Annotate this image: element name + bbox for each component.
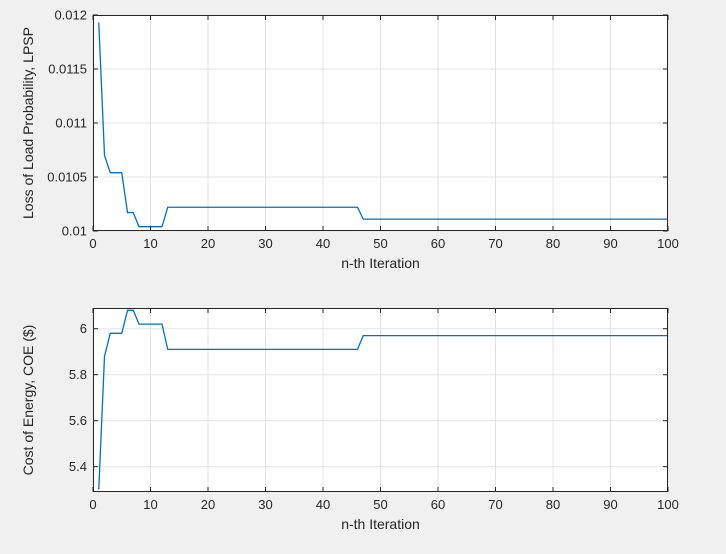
coe-x-tick-label: 60 <box>431 497 445 512</box>
lpsp-x-tick-label: 100 <box>657 236 679 251</box>
coe-x-tick-label: 100 <box>657 497 679 512</box>
lpsp-y-axis-label: Loss of Load Probability, LPSP <box>20 27 36 219</box>
coe-series-line <box>98 309 668 490</box>
coe-y-tick-label: 5.6 <box>69 413 87 428</box>
coe-x-tick-label: 10 <box>143 497 157 512</box>
coe-x-tick-label: 90 <box>603 497 617 512</box>
lpsp-x-tick-label: 40 <box>316 236 330 251</box>
lpsp-x-tick-label: 70 <box>488 236 502 251</box>
lpsp-x-tick-label: 90 <box>603 236 617 251</box>
coe-plot: 0 10 20 30 40 50 60 70 80 90 100 5.4 5.6 5.8 6 n-th Ite… <box>20 308 679 532</box>
coe-x-tick-label: 80 <box>546 497 560 512</box>
coe-y-tick-label: 6 <box>80 321 87 336</box>
lpsp-y-tick-label: 0.0105 <box>47 170 87 185</box>
lpsp-x-tick-label: 50 <box>373 236 387 251</box>
coe-x-tick-label: 40 <box>316 497 330 512</box>
lpsp-series-line <box>98 22 668 228</box>
lpsp-x-tick-label: 10 <box>143 236 157 251</box>
lpsp-y-tick-label: 0.011 <box>55 116 87 131</box>
lpsp-x-tick-label: 80 <box>546 236 560 251</box>
coe-y-axis-label: Cost of Energy, COE ($) <box>20 325 36 476</box>
coe-x-tick-label: 50 <box>373 497 387 512</box>
lpsp-y-tick-label: 0.012 <box>54 8 87 23</box>
lpsp-y-tick-label: 0.01 <box>62 224 87 239</box>
lpsp-x-tick-label: 0 <box>89 236 96 251</box>
coe-y-tick-label: 5.4 <box>69 459 87 474</box>
lpsp-y-tick-label: 0.0115 <box>48 62 87 77</box>
lpsp-x-tick-label: 60 <box>431 236 445 251</box>
coe-x-tick-label: 70 <box>488 497 502 512</box>
coe-x-tick-label: 20 <box>201 497 215 512</box>
lpsp-x-tick-label: 20 <box>201 236 215 251</box>
lpsp-x-axis-label: n-th Iteration <box>341 255 420 271</box>
coe-y-tick-label: 5.8 <box>69 367 87 382</box>
coe-x-axis-label: n-th Iteration <box>341 516 420 532</box>
lpsp-plot: 0 10 20 30 40 50 60 70 80 90 100 0.01 0.0105 0.011 0.0… <box>20 8 679 272</box>
coe-x-tick-label: 30 <box>258 497 272 512</box>
coe-x-tick-label: 0 <box>89 497 96 512</box>
lpsp-x-tick-label: 30 <box>258 236 272 251</box>
